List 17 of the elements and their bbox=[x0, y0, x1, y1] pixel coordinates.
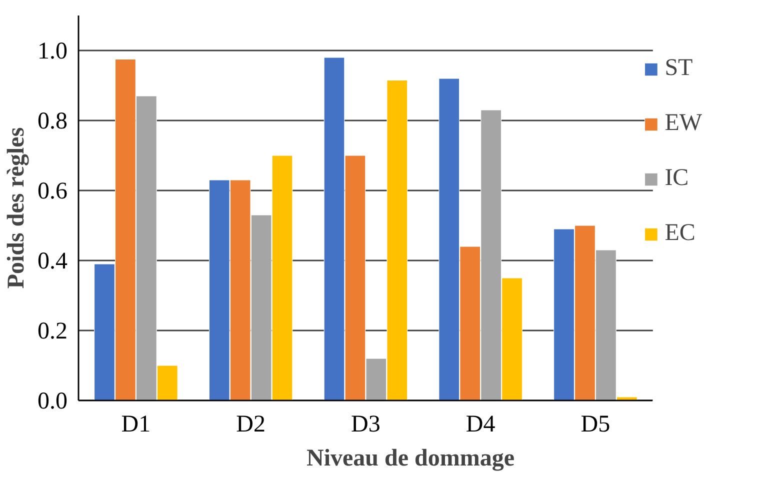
x-tick-label: D3 bbox=[351, 412, 380, 438]
x-tick-label: D4 bbox=[466, 412, 496, 438]
y-tick-label: 0.0 bbox=[38, 388, 68, 414]
x-tick-label: D5 bbox=[580, 412, 610, 438]
legend-label: EC bbox=[664, 220, 696, 247]
y-tick-label: 0.2 bbox=[38, 318, 68, 344]
x-axis-title: Niveau de dommage bbox=[306, 446, 515, 472]
legend-label: IC bbox=[664, 165, 689, 192]
x-tick-label: D1 bbox=[121, 412, 151, 438]
y-tick-label: 0.8 bbox=[38, 108, 68, 134]
y-tick-label: 1.0 bbox=[38, 38, 68, 64]
legend-label: EW bbox=[664, 110, 702, 137]
y-tick-label: 0.6 bbox=[38, 178, 68, 204]
y-axis-title: Poids des règles bbox=[4, 127, 30, 289]
y-tick-label: 0.4 bbox=[38, 248, 68, 274]
legend-label: ST bbox=[664, 55, 693, 82]
x-tick-label: D2 bbox=[236, 412, 266, 438]
